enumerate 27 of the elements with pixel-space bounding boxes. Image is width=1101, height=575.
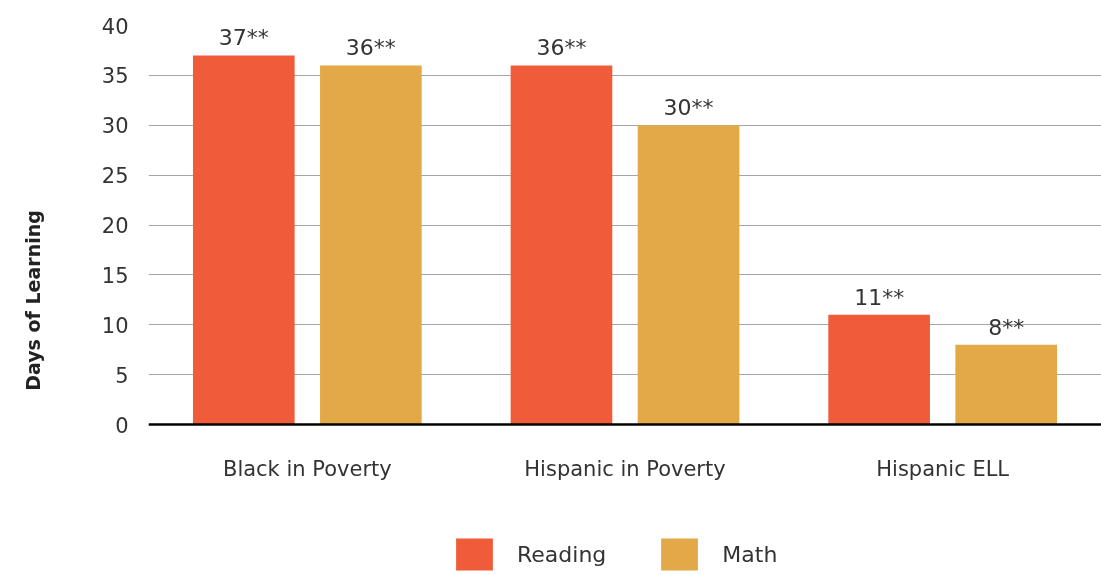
data-label: 36** [345, 35, 396, 61]
data-label: 8** [988, 314, 1025, 340]
x-tick-label: Hispanic in Poverty [524, 456, 726, 481]
data-label: 37** [218, 25, 269, 51]
legend-label: Reading [517, 541, 607, 567]
bar [320, 65, 422, 425]
bar [637, 125, 740, 425]
data-label: 36** [536, 35, 587, 61]
y-tick-label: 40 [101, 14, 129, 39]
bar [828, 314, 930, 425]
bar [510, 65, 613, 425]
x-tick-label: Black in Poverty [222, 456, 392, 481]
data-label: 11** [854, 284, 905, 310]
bar [955, 344, 1058, 425]
data-label: 30** [663, 95, 714, 121]
legend-label: Math [722, 541, 778, 567]
y-tick-label: 25 [101, 164, 129, 189]
y-tick-label: 30 [101, 114, 129, 139]
y-tick-label: 5 [115, 363, 129, 388]
y-tick-label: 15 [101, 263, 129, 288]
y-tick-label: 20 [101, 214, 129, 238]
x-tick-label: Hispanic ELL [876, 456, 1010, 481]
y-tick-label: 35 [101, 64, 129, 89]
y-axis-title: Days of Learning [21, 210, 44, 391]
y-tick-label: 10 [101, 313, 129, 338]
y-tick-label: 0 [115, 413, 129, 438]
bar [192, 55, 295, 425]
